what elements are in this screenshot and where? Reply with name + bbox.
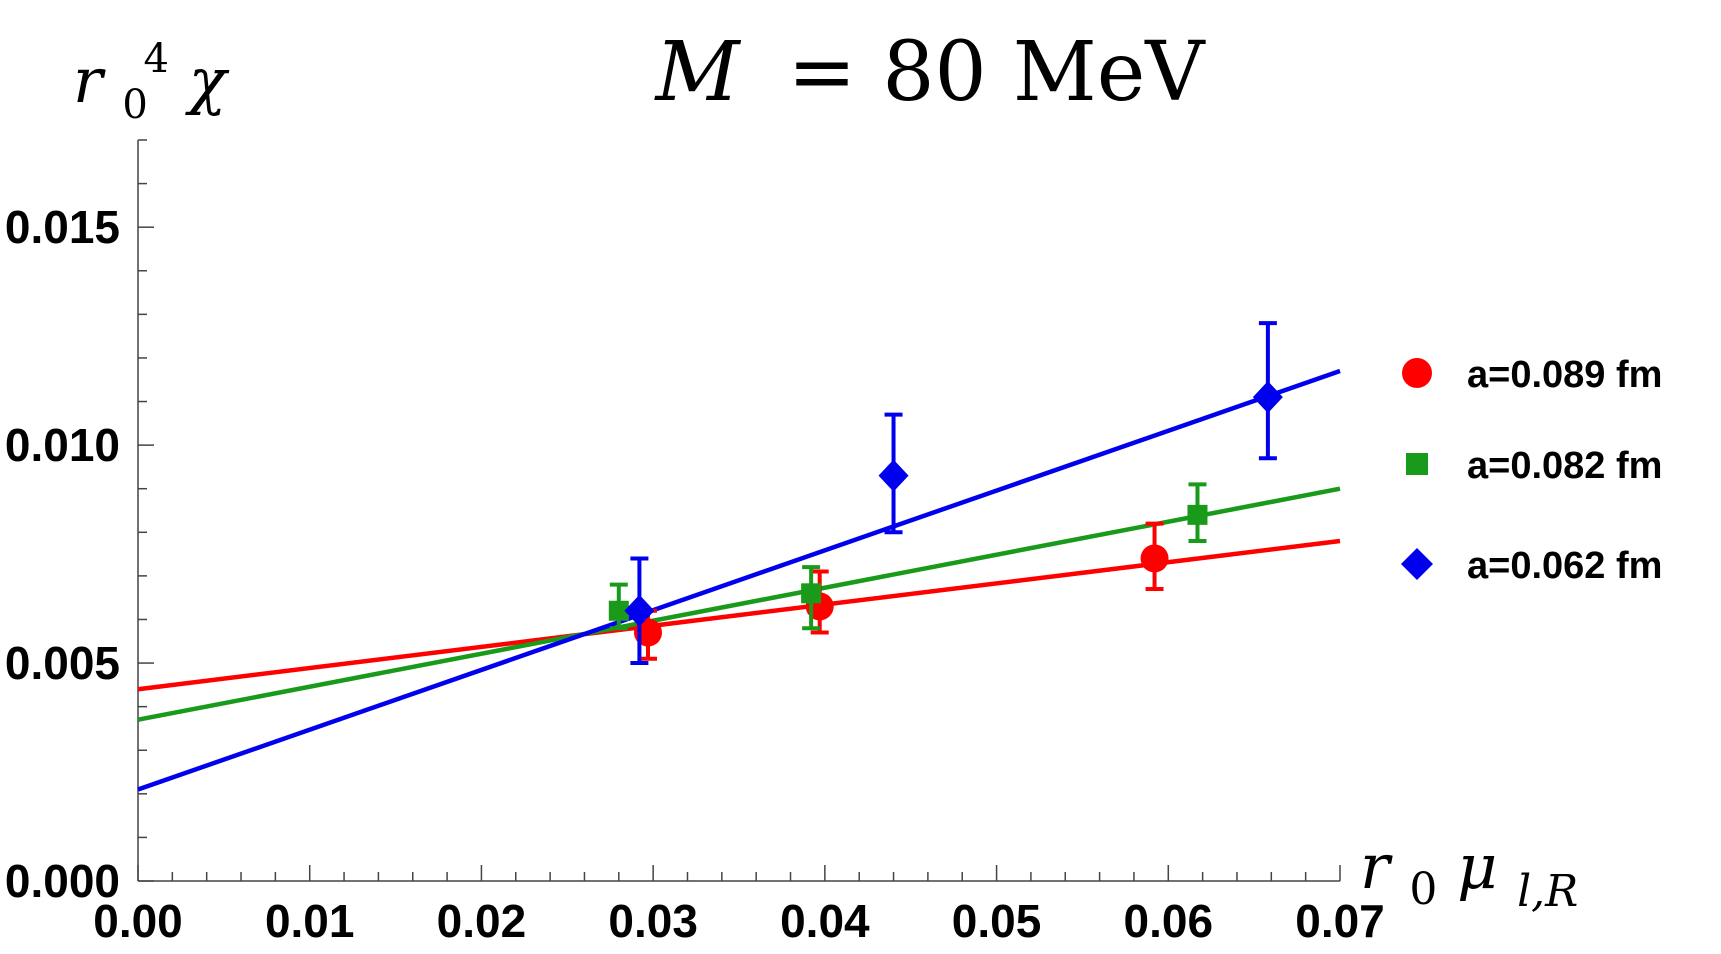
x-tick-label: 0.05 [952, 895, 1042, 947]
data-point-1-2 [1187, 482, 1208, 544]
data-point-0-2 [1140, 521, 1169, 591]
x-label-base: r [1360, 830, 1393, 903]
y-tick-label: 0.010 [5, 419, 120, 471]
x-tick-label: 0.03 [608, 895, 698, 947]
legend: a=0.089 fm a=0.082 fm a=0.062 fm [1401, 354, 1662, 587]
legend-marker-0 [1402, 358, 1432, 388]
data-points [608, 321, 1283, 666]
fit-lines [137, 368, 1341, 792]
chart-title: M = 80 MeV [654, 25, 1207, 120]
y-tick-label: 0.005 [5, 637, 120, 689]
legend-marker-2 [1401, 548, 1433, 580]
x-axis-label: r 0 μ l,R [1360, 830, 1578, 919]
square-marker [1187, 504, 1208, 525]
legend-marker-1 [1406, 453, 1428, 475]
y-tick-label: 0.015 [5, 201, 120, 253]
data-point-2-0 [624, 556, 655, 666]
legend-label-2: a=0.062 fm [1467, 545, 1662, 587]
fit-line-2 [137, 368, 1341, 792]
diamond-marker [878, 459, 909, 492]
x-tick-label: 0.04 [780, 895, 870, 947]
x-label-mu: μ [1457, 830, 1497, 903]
y-label-sub: 0 [122, 82, 147, 128]
x-label-sub: 0 [1409, 864, 1437, 915]
x-tick-label: 0.02 [437, 895, 527, 947]
x-tick-label: 0.07 [1295, 895, 1385, 947]
data-point-2-2 [1252, 321, 1283, 461]
data-point-1-0 [608, 582, 629, 631]
circle-marker [1140, 544, 1169, 573]
diamond-marker [624, 594, 655, 627]
square-marker [608, 600, 629, 621]
legend-label-1: a=0.082 fm [1467, 445, 1662, 487]
square-marker [801, 583, 822, 604]
ticks [137, 139, 1341, 882]
title-rest: = 80 MeV [788, 25, 1207, 120]
y-label-tail: χ [185, 44, 230, 117]
y-tick-label: 0.000 [5, 855, 120, 907]
y-label-sup: 4 [144, 36, 169, 82]
x-label-musub: l,R [1517, 866, 1578, 917]
fit-line-1 [137, 486, 1341, 722]
fit-line-0 [137, 538, 1341, 692]
legend-label-0: a=0.089 fm [1467, 354, 1662, 396]
data-point-1-1 [801, 565, 822, 631]
diamond-marker [1252, 381, 1283, 414]
y-axis-label: r 0 4 χ [73, 14, 230, 133]
y-label-base: r [73, 44, 106, 117]
x-tick-label: 0.01 [265, 895, 355, 947]
title-variable: M [654, 25, 742, 120]
x-tick-label: 0.06 [1124, 895, 1214, 947]
tick-labels: 0.00 0.01 0.02 0.03 0.04 0.05 0.06 0.07 0.000 0.0… [5, 201, 1385, 947]
x-tick-label: 0.00 [93, 895, 183, 947]
data-point-2-1 [878, 412, 909, 535]
